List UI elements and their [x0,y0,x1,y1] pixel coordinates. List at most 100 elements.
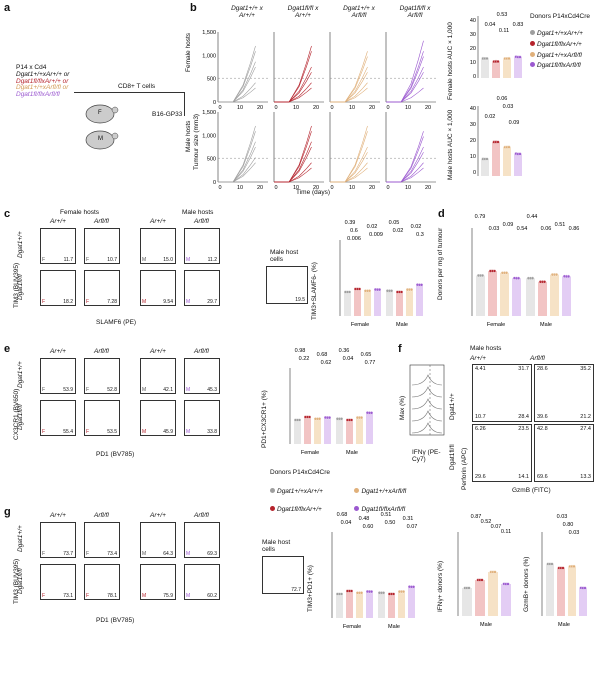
growth-curve [274,72,312,103]
barC-f-bar [354,289,361,316]
growth-ytick: 1,500 [202,30,216,36]
donor-line-0: P14 x Cd4 [16,64,47,71]
growth-xtick: 10 [349,105,355,111]
g-sex-label: M [142,593,147,599]
legend-title: Donors P14xCd4Cre [530,13,590,20]
g-facs-value: 64.3 [163,551,173,557]
legend-label-1: Dgat1fl/flxAr+/+ [537,40,582,48]
barD-m-point [554,273,559,277]
barD-m-bar [550,274,559,316]
growth-xtick: 0 [386,185,389,191]
e-col-label: Arfl/fl [94,348,109,355]
auc-female-chart: 40 30 20 10 0 0.530.040.11 0.83 [470,12,523,80]
f-hist-curve [411,422,443,434]
c-facs-value: 10.7 [107,257,117,263]
g-facs-value: 73.1 [63,593,73,599]
f-quad-value: 6.26 [475,426,486,432]
g-facs-value: 78.1 [107,593,117,599]
barE-pval: 0.04 [343,356,354,362]
growth-xtick: 0 [330,105,333,111]
f-quad-value: 4.41 [475,366,486,372]
f-facs-plot: 6.26 23.5 29.6 14.1 [472,424,532,482]
growth-xtick: 20 [369,185,375,191]
barG-f-bar [356,592,363,618]
aucF-pval: 0.11 [499,28,509,34]
g-ifng-chart: 0.870.520.070.11 Male [457,514,511,628]
aucF-point [507,57,511,61]
growth-curve [386,152,424,183]
f-quad-value: 14.1 [518,474,529,480]
gzmb-pval: 0.03 [569,530,580,536]
g-sex-label: M [186,593,191,599]
f-hist-curve [411,386,443,398]
b-col-2: Dgat1+/+ x Arfl/fl [343,5,375,19]
barG-pval: 0.31 [403,516,414,522]
c-male-hosts: Male hosts [182,209,214,216]
g-sex-label: M [142,551,147,557]
legend2-label-1: Dgat1fl/flxAr+/+ [277,506,322,513]
female-mouse-label: F [98,110,102,116]
barG-f-point [349,589,354,593]
growth-xtick: 20 [313,185,319,191]
g-col-label: Ar+/+ [150,512,166,519]
barE-f-point [307,415,312,419]
c-facs-plot: M 9.54 [140,270,176,306]
e-sex-label: F [42,429,46,435]
legend-dot-2 [530,51,535,57]
f-hist-curve [411,410,443,422]
aucF-ytick: 30 [470,32,476,38]
growth-curve [274,141,312,183]
growth-ytick: 500 [207,77,216,83]
f-male-hosts: Male hosts [470,345,502,352]
barG-pval: 0.60 [363,524,374,530]
barE-xcat: Male [346,450,358,456]
barC-m-point [389,289,394,293]
barC-pval: 0.02 [393,228,404,234]
barE-pval: 0.68 [317,352,328,358]
g-host-plot: 72.7 [262,556,304,594]
aucF-pval: 0.04 [485,22,496,28]
e-col-label: Ar+/+ [150,348,166,355]
legend-dot-0 [530,30,535,35]
f-row-1: Dgat1fl/fl [449,444,456,470]
barG-f-point [369,590,374,594]
barD-m-point [542,280,547,284]
growth-curve [218,125,256,183]
barG-xcat: Male [388,624,400,630]
ifng-pval: 0.07 [491,524,502,530]
barD-f-bar [500,272,509,316]
barE-m-point [369,411,374,415]
g-facs-plot: F 78.1 [84,564,120,600]
barD-pval: 0.86 [569,226,580,232]
barE-pval: 0.77 [365,360,376,366]
barG-pval: 0.48 [359,516,370,522]
panel-label-c: c [4,208,11,220]
ifng-bar [488,572,498,616]
barG-m-point [401,590,406,594]
growth-curve [218,51,256,103]
legend2-label-0: Dgat1+/+xAr+/+ [277,488,323,495]
arrow-line [74,92,184,93]
growth-curve [386,131,424,183]
barD-f-bar [512,278,521,316]
barE-pval: 0.98 [295,348,306,354]
panel-label-b: b [190,2,197,14]
g-facs-plot: F 73.1 [40,564,76,600]
barC-m-bar [406,289,413,316]
c-ylabel: TIM3 (BUV395) [13,262,20,308]
aucM-bar [481,159,489,176]
c-facs-plot: F 10.7 [84,228,120,264]
ifng-point [467,586,471,590]
barD-m-bar [538,281,547,316]
e-facs-value: 53.5 [107,429,117,435]
f-quad-value: 29.6 [475,474,486,480]
growth-curve [330,51,368,103]
aucM-ytick: 10 [470,154,476,160]
growth-ytick: 0 [213,100,216,106]
ifng-pval: 0.11 [501,529,511,535]
aucM-ytick: 0 [473,170,476,176]
g-ylabel: TIM3 (BUV395) [13,558,20,604]
legend-dot-1 [530,40,535,46]
barD-pval: 0.54 [517,226,528,232]
barC-f-point [357,287,362,291]
